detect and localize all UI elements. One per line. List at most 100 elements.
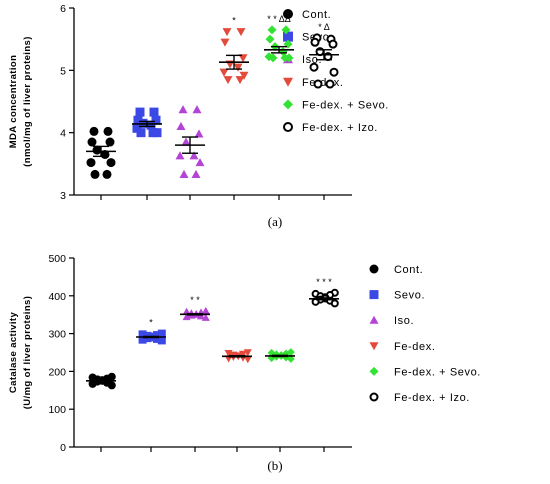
legend-marker [283, 77, 293, 87]
panel-label-b: (b) [267, 458, 282, 473]
data-point [201, 313, 210, 321]
legend-label: Fe-dex. + Izo. [302, 122, 378, 134]
legend-marker [369, 366, 379, 376]
data-point [106, 158, 116, 168]
data-group: * * [180, 295, 210, 321]
data-point [87, 137, 97, 147]
data-point [235, 76, 245, 85]
data-point [149, 107, 159, 117]
data-point [105, 137, 115, 147]
data-point [157, 329, 166, 338]
legend-item: Fe-dex. + Izo. [369, 392, 469, 404]
legend-marker [283, 99, 293, 110]
y-tick-label: 6 [60, 3, 66, 15]
legend-label: Fe-dex. [302, 77, 344, 89]
data-point [133, 115, 143, 125]
data-group [175, 105, 205, 179]
data-point [179, 169, 189, 179]
legend-label: Cont. [394, 264, 423, 276]
data-point [238, 54, 248, 63]
significance-mark: * * * [316, 277, 332, 287]
legend-marker [369, 392, 379, 402]
data-point [219, 68, 229, 77]
y-axis-label: MDA concentration [8, 55, 19, 149]
data-point [178, 105, 188, 114]
y-tick-label: 400 [48, 291, 66, 303]
data-point [309, 62, 319, 72]
legend-marker [369, 290, 379, 300]
significance-mark: * [232, 16, 236, 26]
data-point [223, 76, 233, 85]
data-group: * * ΔΔ [264, 14, 294, 63]
data-point [146, 120, 156, 130]
y-axis-sublabel: (U/mg of liver proteins) [22, 296, 33, 410]
data-point [89, 126, 99, 136]
significance-mark: * Δ [318, 22, 330, 32]
data-point [195, 158, 205, 167]
data-point [192, 105, 202, 114]
legend-item: Fe-dex. + Izo. [283, 122, 378, 134]
data-point [325, 79, 335, 89]
data-group [265, 348, 295, 363]
legend-item: Sevo. [283, 32, 333, 44]
data-point [280, 53, 290, 63]
data-point [138, 330, 147, 339]
data-point [243, 356, 252, 364]
data-point [191, 169, 201, 179]
data-point [310, 37, 320, 47]
legend-label: Iso. [302, 54, 322, 66]
data-point [135, 107, 145, 117]
data-point [157, 336, 166, 345]
data-point [281, 25, 291, 35]
legend-label: Iso. [394, 315, 414, 327]
data-point [102, 169, 112, 179]
data-point [189, 151, 199, 160]
data-point [151, 115, 161, 125]
legend-item: Fe-dex. + Sevo. [369, 366, 481, 378]
y-tick-label: 300 [48, 329, 66, 341]
data-point [138, 335, 147, 344]
legend-marker [369, 315, 379, 324]
data-point [239, 71, 249, 80]
data-point [175, 151, 185, 160]
legend-marker [369, 264, 379, 274]
data-group: * [136, 318, 166, 345]
data-group: * Δ [309, 22, 339, 89]
y-tick-label: 3 [60, 190, 66, 202]
y-axis-label: Catalase activity [8, 312, 19, 394]
data-point [268, 53, 278, 63]
data-group [86, 372, 116, 390]
legend-item: Fe-dex. [283, 77, 344, 89]
data-point [148, 128, 158, 138]
legend-label: Fe-dex. [394, 341, 436, 353]
data-point [222, 28, 232, 37]
data-point [153, 334, 161, 343]
legend-label: Fe-dex. + Sevo. [394, 366, 481, 378]
panel-a: 3 4 5 6 MDA concentration (nmol/mg of liver p… [8, 3, 388, 202]
legend-item: Cont. [369, 264, 423, 276]
data-point [181, 137, 191, 146]
data-point [267, 25, 277, 35]
legend-marker [369, 342, 379, 351]
data-point [107, 381, 116, 390]
legend-item: Iso. [369, 315, 414, 327]
data-point [194, 129, 204, 138]
legend-item: Cont. [283, 9, 331, 21]
data-point [286, 354, 295, 363]
significance-mark: * * ΔΔ [267, 14, 291, 24]
significance-mark: * * [190, 295, 200, 305]
y-axis-sublabel: (nmol/mg of liver proteins) [22, 36, 33, 167]
panel-label-a: (a) [268, 214, 282, 229]
data-point [176, 121, 186, 131]
y-tick-label: 4 [60, 128, 66, 140]
data-point [220, 38, 230, 47]
y-tick-label: 5 [60, 65, 66, 77]
y-tick-label: 500 [48, 253, 66, 265]
y-tick-label: 0 [60, 442, 66, 454]
data-group: * * * [309, 277, 339, 308]
data-point [328, 39, 338, 49]
panel-b: 0 100 200 300 400 500 Catalase activity (U/mg o… [8, 253, 481, 454]
data-point [182, 312, 191, 321]
data-point [330, 299, 339, 308]
data-group [132, 107, 162, 138]
